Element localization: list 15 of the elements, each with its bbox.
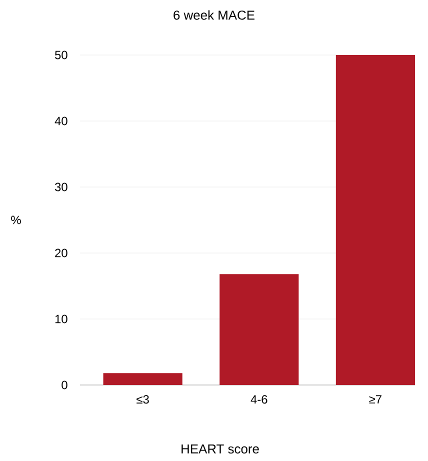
- bar: [336, 55, 416, 385]
- y-tick-label: 50: [55, 50, 68, 60]
- y-axis-title: %: [11, 216, 21, 224]
- bar: [103, 373, 182, 385]
- x-axis-title: HEART score: [182, 444, 259, 454]
- y-tick-label: 20: [55, 248, 68, 258]
- chart-title: 6 week MACE: [174, 10, 254, 20]
- x-tick-label: 4-6: [250, 395, 268, 404]
- y-tick-label: 10: [55, 314, 68, 324]
- y-tick-label: 0: [62, 380, 68, 390]
- y-tick-label: 40: [54, 116, 68, 126]
- x-tick-label: ≤3: [136, 395, 149, 404]
- x-tick-label: ≥7: [369, 395, 382, 404]
- bar: [220, 274, 299, 385]
- y-tick-label: 30: [54, 182, 68, 192]
